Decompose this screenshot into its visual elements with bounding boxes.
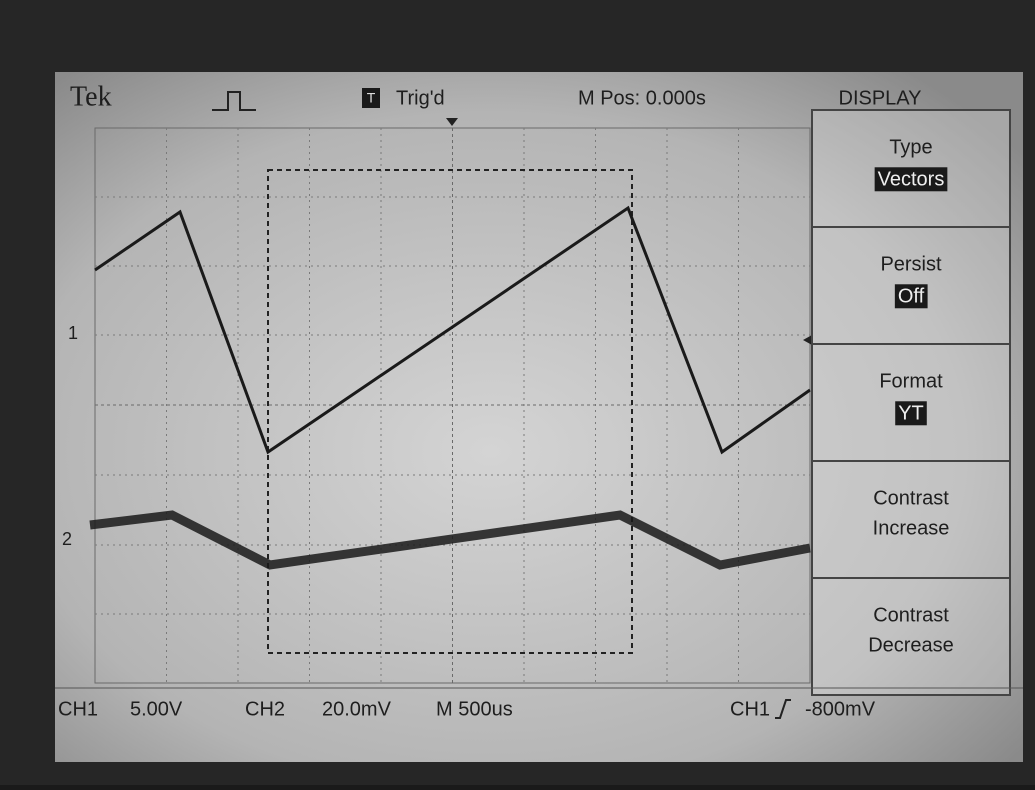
trigger-status: Trig'd <box>396 87 445 109</box>
menu-value: Off <box>898 285 925 307</box>
menu-label: Contrast <box>873 487 949 509</box>
menu-label: Type <box>889 136 932 158</box>
trigger-level: -800mV <box>805 698 876 720</box>
timebase: M 500us <box>436 698 513 720</box>
menu-title: DISPLAY <box>839 87 922 109</box>
menu-value: YT <box>898 402 924 424</box>
position: M Pos: 0.000s <box>578 87 706 109</box>
menu-value: Vectors <box>878 168 945 190</box>
ch1-marker: 1 <box>68 323 78 343</box>
ch2-marker: 2 <box>62 529 72 549</box>
menu-label: Format <box>879 370 943 392</box>
menu-value: Increase <box>873 517 950 539</box>
ch2-label: CH2 <box>245 698 285 720</box>
ch1-scale: 5.00V <box>130 698 183 720</box>
menu-label: Persist <box>880 253 942 275</box>
ch2-scale: 20.0mV <box>322 698 392 720</box>
trigger-icon: T <box>367 90 376 106</box>
menu-label: Contrast <box>873 604 949 626</box>
brand: Tek <box>70 81 112 112</box>
page: 1 2 Tek T Trig'd M Pos: 0.000s DISPLAY T… <box>0 0 1035 790</box>
trigger-source: CH1 <box>730 698 770 720</box>
ch1-label: CH1 <box>58 698 98 720</box>
side-menu: Type Vectors Persist Off Format YT Contrast Inc… <box>812 110 1010 695</box>
oscilloscope-photo: 1 2 Tek T Trig'd M Pos: 0.000s DISPLAY T… <box>0 0 1035 785</box>
menu-value: Decrease <box>868 634 954 656</box>
